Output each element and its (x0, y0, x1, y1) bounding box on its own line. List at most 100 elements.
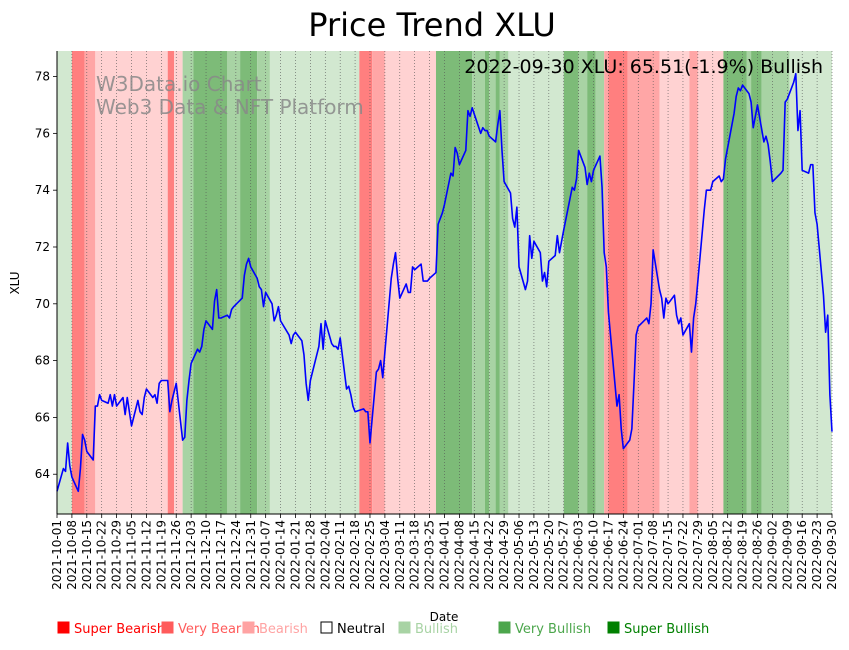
x-tick-label: 2022-05-06 (512, 520, 526, 590)
vertical-grid (56, 51, 833, 514)
regime-band (174, 51, 183, 514)
x-tick-label: 2022-05-27 (557, 520, 571, 590)
y-tick-label: 74 (35, 183, 50, 197)
regime-band (257, 51, 270, 514)
x-tick-label: 2022-04-08 (452, 520, 466, 590)
regime-band (508, 51, 564, 514)
legend-item: Bullish (398, 621, 458, 637)
x-tick-label: 2021-10-29 (110, 520, 124, 590)
x-tick-label: 2022-03-11 (393, 520, 407, 590)
regime-band (167, 51, 175, 514)
x-tick-label: 2022-01-28 (303, 520, 317, 590)
x-axis-label: Date (430, 610, 459, 624)
legend-item: Super Bearish (57, 621, 165, 637)
regime-band (435, 51, 473, 514)
x-tick-label: 2022-02-11 (333, 520, 347, 590)
legend-swatch (498, 621, 511, 634)
legend-label: Bearish (259, 622, 308, 637)
x-tick-label: 2022-08-05 (706, 520, 720, 590)
x-tick-label: 2022-07-22 (676, 520, 690, 590)
x-tick-label: 2021-12-03 (184, 520, 198, 590)
x-tick-label: 2022-09-30 (825, 520, 839, 590)
x-tick-label: 2022-04-15 (467, 520, 481, 590)
y-tick-label: 68 (35, 354, 50, 368)
legend-swatch (398, 621, 411, 634)
x-tick-label: 2021-10-08 (65, 520, 79, 590)
y-axis-label: XLU (8, 271, 22, 294)
x-tick-label: 2021-11-26 (169, 520, 183, 590)
x-tick-label: 2021-12-31 (244, 520, 258, 590)
y-tick-label: 76 (35, 126, 50, 140)
y-tick-label: 78 (35, 70, 50, 84)
regime-band (789, 51, 832, 514)
legend-swatch (57, 621, 70, 634)
regime-band (384, 51, 436, 514)
x-tick-label: 2022-03-04 (378, 520, 392, 590)
x-tick-label: 2022-02-18 (348, 520, 362, 590)
legend-item: Neutral (320, 621, 385, 637)
regime-band (182, 51, 194, 514)
regime-band (723, 51, 747, 514)
regime-band (627, 51, 660, 514)
legend-swatch (242, 621, 255, 634)
x-tick-label: 2022-07-08 (646, 520, 660, 590)
y-tick-label: 72 (35, 240, 50, 254)
x-tick-label: 2022-09-16 (795, 520, 809, 590)
x-tick-label: 2022-06-24 (616, 520, 630, 590)
x-tick-label: 2022-07-29 (691, 520, 705, 590)
regime-band (372, 51, 385, 514)
x-tick-label: 2022-02-04 (318, 520, 332, 590)
legend-item: Very Bullish (498, 621, 591, 637)
watermark-line-1: W3Data.io Chart (96, 72, 262, 96)
x-tick-label: 2022-08-26 (750, 520, 764, 590)
regime-band (227, 51, 241, 514)
legend: Super Bearish Very Bearish Bearish Neutral B… (57, 621, 709, 637)
regime-band (269, 51, 360, 514)
x-tick-label: 2022-08-19 (736, 520, 750, 590)
regime-band (472, 51, 485, 514)
regime-band (84, 51, 96, 514)
regime-band (57, 51, 72, 514)
regime-band (193, 51, 228, 514)
regime-band (71, 51, 85, 514)
x-tick-label: 2022-05-13 (527, 520, 541, 590)
x-tick-label: 2022-09-02 (765, 520, 779, 590)
regime-band (489, 51, 496, 514)
axes: 2021-10-01 2021-10-08 2021-10-15 2021-10-22… (35, 51, 839, 590)
legend-label: Super Bearish (74, 622, 165, 637)
x-tick-label: 2021-12-24 (229, 520, 243, 590)
regime-band (484, 51, 490, 514)
price-line (56, 72, 833, 493)
x-tick-label: 2021-11-05 (125, 520, 139, 590)
x-tick-label: 2022-03-25 (423, 520, 437, 590)
x-tick-label: 2021-10-15 (80, 520, 94, 590)
regime-band (751, 51, 762, 514)
x-tick-label: 2022-02-25 (363, 520, 377, 590)
x-tick-label: 2022-05-20 (542, 520, 556, 590)
y-tick-label: 64 (35, 467, 50, 481)
chart-title: Price Trend XLU (308, 6, 556, 44)
x-tick-label: 2021-12-10 (199, 520, 213, 590)
legend-item: Very Bearish (161, 621, 260, 637)
price-annotation: 2022-09-30 XLU: 65.51(-1.9%) Bullish (464, 56, 823, 78)
x-tick-label: 2022-07-01 (631, 520, 645, 590)
x-tick-label: 2022-09-23 (810, 520, 824, 590)
x-tick-label: 2021-11-12 (139, 520, 153, 590)
x-tick-label: 2022-01-14 (274, 520, 288, 590)
x-tick-label: 2022-04-22 (482, 520, 496, 590)
legend-label: Neutral (337, 622, 385, 637)
regime-band (495, 51, 500, 514)
x-tick-label: 2022-06-03 (572, 520, 586, 590)
regime-band (697, 51, 724, 514)
regime-band (746, 51, 752, 514)
regime-band (359, 51, 373, 514)
y-tick-label: 70 (35, 297, 50, 311)
regime-band (563, 51, 579, 514)
regime-band (689, 51, 698, 514)
regime-band (608, 51, 628, 514)
x-tick-label: 2022-04-01 (438, 520, 452, 590)
regime-band (595, 51, 605, 514)
x-tick-label: 2022-04-29 (497, 520, 511, 590)
legend-label: Bullish (415, 622, 458, 637)
